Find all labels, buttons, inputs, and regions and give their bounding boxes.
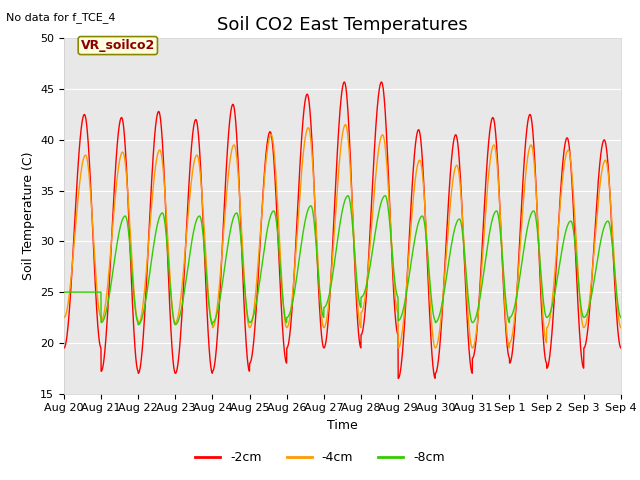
X-axis label: Time: Time (327, 419, 358, 432)
Title: Soil CO2 East Temperatures: Soil CO2 East Temperatures (217, 16, 468, 34)
Text: No data for f_TCE_4: No data for f_TCE_4 (6, 12, 116, 23)
Legend: -2cm, -4cm, -8cm: -2cm, -4cm, -8cm (190, 446, 450, 469)
Text: VR_soilco2: VR_soilco2 (81, 39, 155, 52)
Y-axis label: Soil Temperature (C): Soil Temperature (C) (22, 152, 35, 280)
